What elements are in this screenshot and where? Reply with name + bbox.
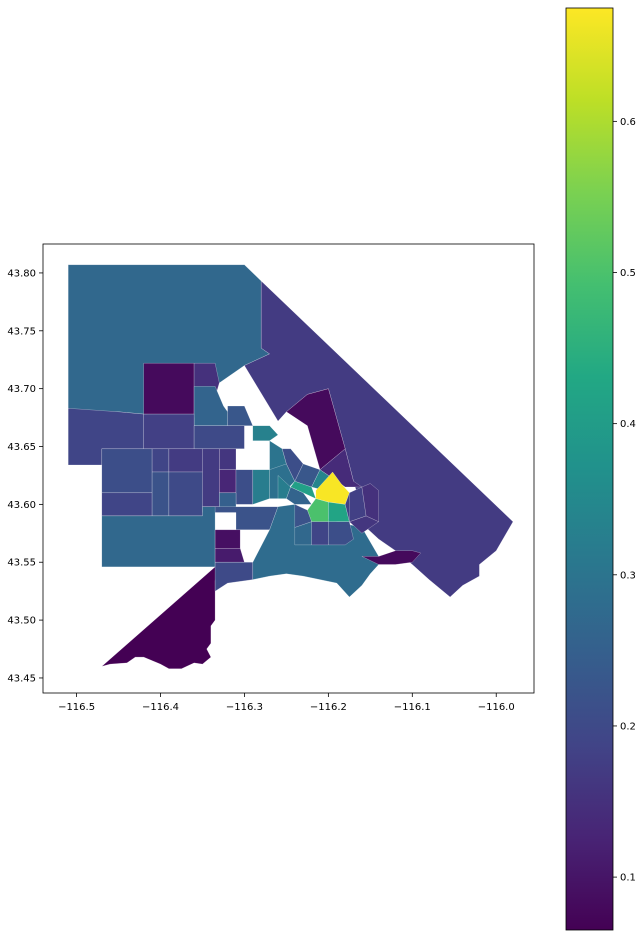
map-region-12 [101, 448, 153, 493]
y-tick-label: 43.70 [7, 384, 36, 395]
map-region-48 [328, 521, 354, 546]
y-tick-label: 43.60 [7, 500, 36, 511]
y-axis: 43.45 43.50 43.55 43.60 43.65 43.70 43.75 43.80 [7, 268, 43, 684]
y-tick-label: 43.75 [7, 326, 36, 337]
map-region-13 [101, 492, 153, 517]
map-region-31 [214, 548, 245, 563]
x-tick-label: −116.1 [394, 702, 431, 713]
map-region-20 [219, 469, 237, 493]
map-region-15 [168, 448, 203, 473]
colorbar-tick-label: 0.3 [620, 570, 636, 581]
colorbar-tick-label: 0.1 [620, 873, 636, 884]
map-region-10 [143, 413, 195, 449]
map-region-21 [235, 469, 254, 505]
colorbar-tick-label: 0.4 [620, 419, 636, 430]
colorbar-tick-label: 0.6 [620, 117, 636, 128]
x-tick-label: −116.4 [142, 702, 179, 713]
y-tick-label: 43.50 [7, 616, 36, 627]
map-region-32 [214, 562, 254, 592]
x-tick-label: −116.3 [226, 702, 263, 713]
colorbar-tick-label: 0.2 [620, 721, 636, 732]
map-region-11 [193, 425, 245, 449]
y-tick-label: 43.55 [7, 558, 36, 569]
x-axis: −116.5 −116.4 −116.3 −116.2 −116.1 −116.0 [58, 693, 515, 713]
map-region-23 [252, 469, 270, 505]
map-region-16 [151, 471, 170, 517]
x-tick-label: −116.0 [478, 702, 515, 713]
y-tick-label: 43.65 [7, 442, 36, 453]
map-region-29 [101, 566, 220, 669]
x-tick-label: −116.2 [310, 702, 347, 713]
y-tick-label: 43.80 [7, 268, 36, 279]
colorbar-tick-label: 0.5 [620, 268, 636, 279]
y-tick-label: 43.45 [7, 673, 36, 684]
colorbar [565, 7, 614, 931]
map-region-17 [168, 471, 203, 517]
map-region-38 [281, 448, 304, 482]
map-region-30 [214, 529, 241, 549]
map-region-19 [219, 448, 237, 470]
map-region-47 [311, 521, 329, 546]
map-region-24 [252, 425, 279, 441]
map-region-51 [361, 483, 379, 523]
map-region-28 [101, 506, 216, 568]
map-region-18 [202, 448, 220, 507]
map-region-14 [151, 448, 170, 473]
map-regions [67, 264, 514, 669]
map-region-6 [143, 363, 195, 415]
map-region-34 [361, 550, 422, 565]
x-tick-label: −116.5 [58, 702, 95, 713]
colorbar-axis: 0.1 0.2 0.3 0.4 0.5 0.6 [613, 117, 636, 884]
